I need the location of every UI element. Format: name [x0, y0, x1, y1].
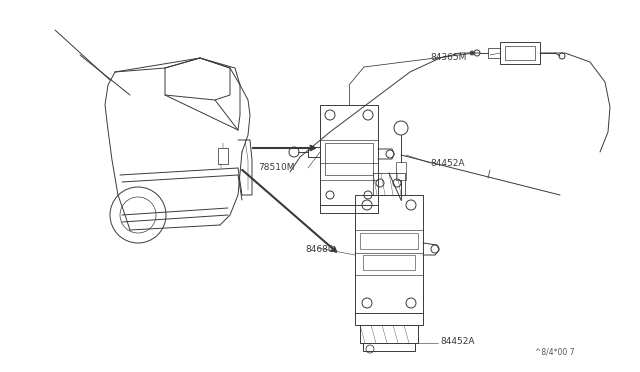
Bar [396, 162, 406, 180]
Bar [488, 48, 500, 58]
Text: 84365M: 84365M [430, 54, 467, 62]
Bar [505, 46, 535, 60]
Bar [360, 233, 418, 249]
Text: ^8/4*00 7: ^8/4*00 7 [535, 347, 575, 356]
Bar [373, 173, 405, 195]
Circle shape [470, 51, 474, 55]
Bar [325, 143, 373, 175]
Bar [500, 42, 540, 64]
Bar [360, 325, 418, 343]
Text: 78510M: 78510M [258, 164, 294, 173]
Bar [218, 148, 228, 164]
Bar [320, 105, 378, 205]
Text: 84680: 84680 [305, 246, 333, 254]
Text: 84452A: 84452A [430, 158, 465, 167]
Bar [363, 255, 415, 270]
Text: 84452A: 84452A [440, 337, 474, 346]
Bar [355, 195, 423, 313]
